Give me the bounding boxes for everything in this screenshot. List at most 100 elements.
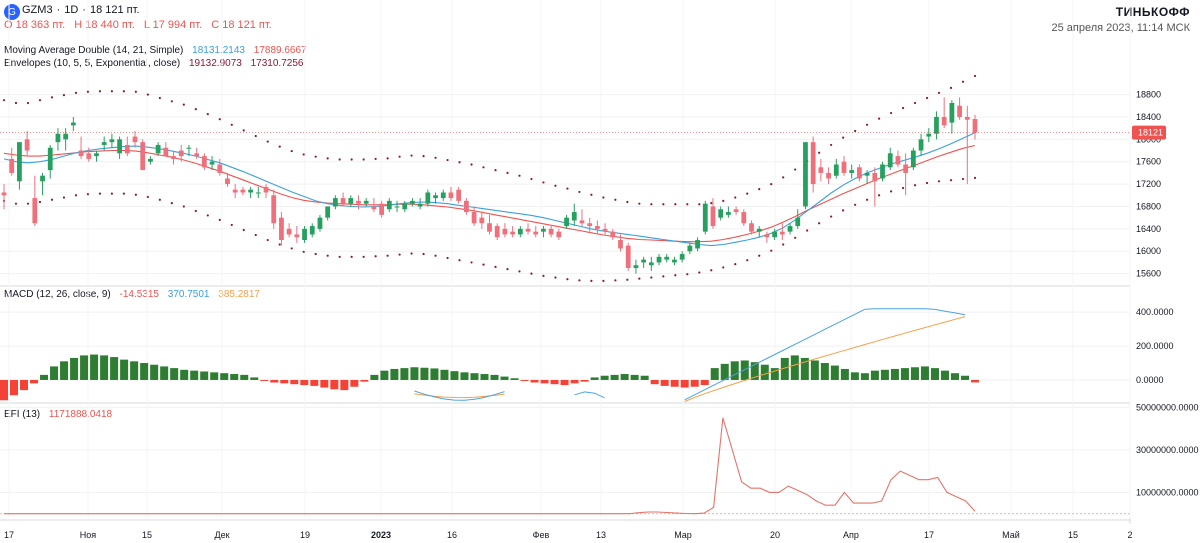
envelope-lower-dot xyxy=(614,279,617,282)
envelope-upper-dot xyxy=(134,90,137,93)
envelope-upper-dot xyxy=(290,149,293,153)
candle-body xyxy=(826,172,831,179)
candle-body xyxy=(880,164,885,179)
envelope-lower-dot xyxy=(50,198,54,201)
candle-body xyxy=(934,116,939,134)
envelope-lower-dot xyxy=(770,249,773,252)
efi-tick-label: 50000000.0000 xyxy=(1136,402,1199,412)
candle-body xyxy=(209,161,215,165)
x-tick-label: 2 xyxy=(1127,530,1132,540)
candle-body xyxy=(463,200,469,213)
envelope-upper-dot xyxy=(925,96,929,100)
macd-histogram-bar xyxy=(810,360,819,380)
macd-line xyxy=(574,391,605,399)
envelope-legend[interactable]: Envelopes (10, 5, 5, Exponential, close)… xyxy=(4,58,303,69)
envelope-upper-dot xyxy=(961,80,965,83)
macd-histogram-bar xyxy=(190,370,199,380)
macd-histogram-bar xyxy=(290,379,299,385)
candle-body xyxy=(895,156,901,165)
candle-body xyxy=(903,164,909,173)
envelope-lower-dot xyxy=(542,274,545,277)
macd-histogram-bar xyxy=(620,374,629,380)
envelope-lower-dot xyxy=(62,196,66,199)
candle-body xyxy=(94,153,99,157)
price-tick-label: 15600 xyxy=(1136,269,1161,279)
interval-label[interactable]: 1D xyxy=(64,4,79,16)
macd-histogram-bar xyxy=(430,368,439,380)
candle-body xyxy=(279,217,284,241)
candle-body xyxy=(47,147,53,171)
envelope-upper-dot xyxy=(218,118,221,121)
envelope-lower-dot xyxy=(794,236,797,239)
candle-body xyxy=(972,119,978,133)
envelope-upper-dot xyxy=(889,111,893,115)
candle-body xyxy=(710,206,716,227)
candle-body xyxy=(117,139,122,154)
macd-hist-value: -14.5315 xyxy=(119,289,159,300)
envelope-upper-dot xyxy=(122,90,125,93)
macd-histogram-bar xyxy=(700,379,709,386)
macd-line xyxy=(684,308,966,401)
macd-histogram-bar xyxy=(120,359,129,380)
envelope-lower-dot xyxy=(554,276,557,279)
envelope-lower-dot xyxy=(230,223,233,227)
envelope-lower-dot xyxy=(686,273,689,276)
candle-body xyxy=(564,217,569,227)
envelope-upper-dot xyxy=(590,193,593,196)
candle-body xyxy=(571,212,577,221)
candle-body xyxy=(795,217,801,227)
envelope-lower-dot xyxy=(182,205,185,208)
macd-histogram-bar xyxy=(640,375,649,380)
envelope-lower-dot xyxy=(266,238,269,242)
macd-line-value: 370.7501 xyxy=(167,289,210,300)
envelope-lower-dot xyxy=(758,254,761,257)
macd-histogram-bar xyxy=(480,374,489,380)
envelope-lower-dot xyxy=(422,252,425,256)
macd-histogram-bar xyxy=(200,371,209,380)
macd-histogram-bar xyxy=(90,354,99,380)
macd-legend[interactable]: MACD (12, 26, close, 9) -14.5315 370.750… xyxy=(4,289,260,300)
price-panel[interactable] xyxy=(0,74,1130,282)
envelope-upper-dot xyxy=(446,158,449,162)
candle-body xyxy=(602,228,608,232)
candle-body xyxy=(163,147,169,157)
candle-body xyxy=(171,156,176,159)
macd-histogram-bar xyxy=(350,379,359,387)
envelope-lower-dot xyxy=(458,259,461,262)
macd-histogram-bar xyxy=(140,363,149,380)
price-tick-label: 16800 xyxy=(1136,201,1161,211)
candle-body xyxy=(394,206,400,208)
envelope-lower-dot xyxy=(314,252,317,256)
macd-histogram-bar xyxy=(760,364,769,380)
efi-panel[interactable] xyxy=(0,417,1130,515)
efi-legend[interactable]: EFI (13) 1171888.0418 xyxy=(4,409,112,420)
macd-histogram-bar xyxy=(750,362,759,380)
candle-body xyxy=(371,206,377,210)
macd-histogram-bar xyxy=(690,379,699,387)
envelope-lower-dot xyxy=(901,186,905,190)
envelope-upper-dot xyxy=(350,158,353,161)
envelope-upper-dot xyxy=(230,123,233,126)
candle-body xyxy=(764,234,770,238)
envelope-lower-dot xyxy=(746,259,749,262)
macd-histogram-bar xyxy=(240,374,249,380)
envelope-lower-dot xyxy=(710,269,713,272)
candle-body xyxy=(78,150,84,157)
macd-tick-label: 0.0000 xyxy=(1136,375,1164,385)
candle-body xyxy=(494,226,500,238)
ma-legend[interactable]: Moving Average Double (14, 21, Simple) 1… xyxy=(4,45,307,56)
macd-panel[interactable] xyxy=(0,308,980,402)
macd-histogram-bar xyxy=(270,379,279,383)
price-tick-label: 17200 xyxy=(1136,179,1161,189)
macd-histogram-bar xyxy=(220,373,229,380)
envelope-upper-dot xyxy=(2,99,6,102)
instrument-title[interactable]: GZM3 · 1D · 18 121 пт. xyxy=(22,4,140,16)
envelope-upper-dot xyxy=(326,157,329,160)
candle-body xyxy=(672,259,677,263)
candle-body xyxy=(340,198,346,204)
envelope-upper-dot xyxy=(674,203,677,206)
macd-histogram-bar xyxy=(450,371,459,380)
envelope-lower-dot xyxy=(278,243,281,246)
macd-histogram-bar xyxy=(370,374,379,380)
